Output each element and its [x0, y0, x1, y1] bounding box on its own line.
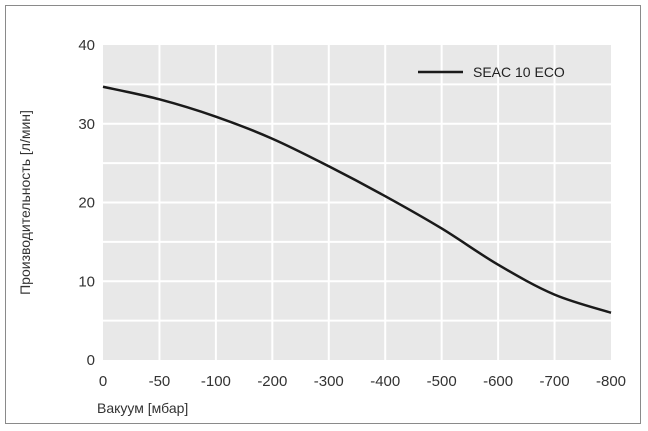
legend-label: SEAC 10 ECO [473, 64, 565, 80]
y-tick-label: 10 [78, 273, 95, 290]
legend: SEAC 10 ECO [418, 64, 565, 80]
x-tick-label: 0 [99, 373, 107, 390]
x-tick-label: -400 [370, 373, 400, 390]
y-tick-labels: 0 10 20 30 40 [78, 37, 95, 369]
chart-frame: 0 10 20 30 40 0 -50 -100 -200 -300 -400 -500 -600 -7… [5, 5, 641, 424]
y-tick-label: 40 [78, 37, 95, 54]
chart: 0 10 20 30 40 0 -50 -100 -200 -300 -400 -500 -600 -7… [17, 37, 626, 416]
x-tick-label: -800 [596, 373, 626, 390]
x-tick-label: -100 [201, 373, 231, 390]
x-axis-label: Вакуум [мбар] [97, 400, 188, 416]
x-tick-label: -300 [314, 373, 344, 390]
y-tick-label: 20 [78, 195, 95, 212]
y-axis-label: Производительность [л/мин] [17, 110, 33, 295]
series-layer [102, 85, 612, 314]
x-tick-label: -600 [483, 373, 513, 390]
x-tick-label: -50 [149, 373, 171, 390]
series-line-seac-10-eco [102, 85, 612, 314]
y-tick-label: 0 [87, 352, 95, 369]
x-tick-label: -500 [427, 373, 457, 390]
x-tick-labels: 0 -50 -100 -200 -300 -400 -500 -600 -700 -800 [99, 373, 626, 390]
x-tick-label: -200 [257, 373, 287, 390]
x-tick-label: -700 [540, 373, 570, 390]
y-tick-label: 30 [78, 116, 95, 133]
